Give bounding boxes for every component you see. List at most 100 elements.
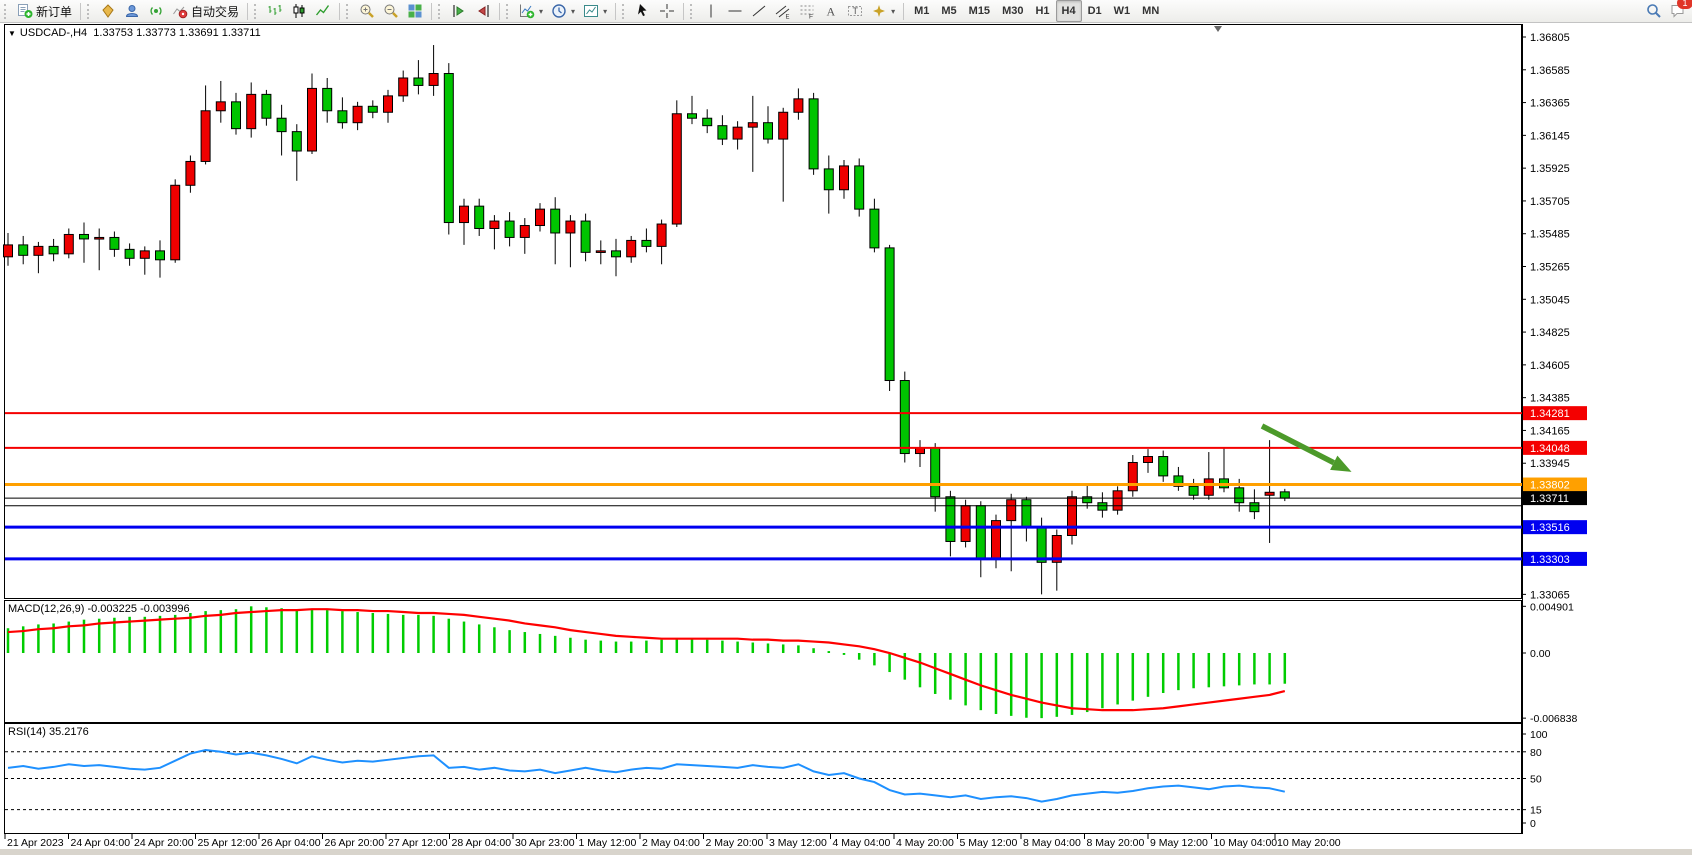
rsi-indicator-label: RSI(14) 35.2176 [8, 726, 89, 738]
candle-body [352, 105, 363, 124]
toolbar-separator [683, 2, 685, 20]
price-level-badge [1523, 477, 1587, 492]
candle-chart-button[interactable] [287, 0, 311, 22]
rsi-line [7, 749, 1286, 803]
autotrading-button[interactable]: 自动交易 [168, 0, 243, 22]
tile-windows-button[interactable] [403, 0, 427, 22]
dropdown-caret-icon[interactable]: ▾ [571, 6, 576, 16]
bar-chart-icon [268, 5, 282, 15]
time-tick-label: 4 May 20:00 [896, 837, 954, 849]
macd-indicator-label: MACD(12,26,9) -0.003225 -0.003996 [8, 603, 190, 615]
time-tick-label: 8 May 04:00 [1023, 837, 1081, 849]
label-button[interactable]: T [843, 0, 867, 22]
periods-icon [552, 4, 566, 18]
candle-body [18, 244, 29, 256]
price-tick-label: 1.36805 [1530, 32, 1570, 44]
rsi-axis-label: 50 [1530, 774, 1542, 786]
price-tick-label: 1.36365 [1530, 98, 1570, 110]
signals-button[interactable] [144, 0, 168, 22]
auto-scroll-button[interactable] [447, 0, 471, 22]
zoom-in-button[interactable] [355, 0, 379, 22]
timeframe-m15-button[interactable]: M15 [968, 5, 991, 17]
search-button[interactable] [1642, 0, 1666, 22]
time-tick-label: 25 Apr 12:00 [198, 837, 258, 849]
notifications-button[interactable]: 1 [1666, 0, 1692, 22]
horizontal-line-button[interactable] [723, 0, 747, 22]
candle-body [276, 117, 287, 133]
candle-body [474, 205, 485, 230]
candle-body [854, 165, 865, 210]
dropdown-caret-icon[interactable]: ▾ [603, 6, 608, 16]
new-order-button[interactable]: 新订单 [13, 0, 76, 22]
fibonacci-button[interactable]: F [795, 0, 819, 22]
timeframe-mn-button[interactable]: MN [1142, 5, 1160, 17]
price-level-badge-text: 1.33802 [1530, 480, 1570, 492]
time-tick-label: 24 Apr 20:00 [134, 837, 194, 849]
shapes-button[interactable]: ▾ [867, 0, 899, 22]
candle-body [808, 98, 819, 170]
svg-text:T: T [853, 6, 859, 16]
periods-button[interactable]: ▾ [547, 0, 579, 22]
cursor-button[interactable] [631, 0, 655, 22]
price-tick-label: 1.34605 [1530, 360, 1570, 372]
profiles-button[interactable] [96, 0, 120, 22]
timeframe-h1-button[interactable]: H1 [1035, 5, 1050, 17]
price-tick-label: 1.35485 [1530, 229, 1570, 241]
notification-badge: 1 [1677, 0, 1692, 9]
bar-chart-button[interactable] [263, 0, 287, 22]
dropdown-caret-icon[interactable]: ▾ [539, 6, 544, 16]
templates-button[interactable]: ▾ [579, 0, 611, 22]
channel-icon: E [775, 5, 790, 19]
line-chart-icon [315, 5, 330, 16]
timeframe-d1-button[interactable]: D1 [1087, 5, 1102, 17]
main-chart-plot[interactable] [4, 24, 1522, 599]
rsi-axis-label: 100 [1530, 729, 1548, 741]
timeframe-m5-button[interactable]: M5 [941, 5, 957, 17]
timeframe-m30-button[interactable]: M30 [1002, 5, 1024, 17]
channel-button[interactable]: E [771, 0, 795, 22]
community-icon [126, 5, 139, 17]
time-tick-label: 10 May 20:00 [1277, 837, 1341, 849]
cursor-icon [638, 4, 647, 17]
toolbar-grip [346, 3, 351, 19]
time-tick-label: 21 Apr 2023 [7, 837, 64, 849]
price-level-badge [1523, 520, 1587, 535]
new-order-button-label: 新订单 [36, 4, 73, 19]
toolbar-grip [690, 3, 695, 19]
time-tick-label: 2 May 20:00 [706, 837, 764, 849]
dropdown-caret-icon[interactable]: ▾ [891, 6, 896, 16]
candle-body [519, 225, 530, 238]
candle-body [3, 244, 13, 258]
indicators-button[interactable]: ▾ [515, 0, 547, 22]
candle-body [322, 87, 333, 112]
text-button[interactable]: A [819, 0, 843, 22]
macd-panel[interactable] [4, 600, 1522, 723]
price-axis[interactable]: 1.36805 1.36585 1.36365 1.36145 1.35925 1.357… [1522, 32, 1570, 601]
trendline-button[interactable] [747, 0, 771, 22]
toolbar-grip [254, 3, 259, 19]
vertical-line-button[interactable] [699, 0, 723, 22]
candle-body [215, 101, 226, 112]
candle-body [717, 125, 728, 140]
chart-ohlc-values: 1.33753 1.33773 1.33691 1.33711 [93, 27, 261, 39]
candle-body [33, 245, 44, 256]
line-chart-button[interactable] [311, 0, 335, 22]
time-tick-label: 2 May 04:00 [642, 837, 700, 849]
price-tick-label: 1.35705 [1530, 196, 1570, 208]
chart-shift-button[interactable] [471, 0, 495, 22]
timeframe-w1-button[interactable]: W1 [1113, 5, 1131, 17]
trend-arrow-annotation[interactable] [1260, 423, 1352, 472]
time-axis[interactable]: 21 Apr 2023 24 Apr 04:00 24 Apr 20:00 25 Ap… [4, 834, 1341, 849]
timeframe-m1-button[interactable]: M1 [914, 5, 930, 17]
zoom-out-button[interactable] [379, 0, 403, 22]
chart-shift-marker-icon[interactable] [1214, 26, 1222, 32]
toolbar-separator [339, 2, 341, 20]
chart-collapse-icon[interactable]: ▼ [8, 29, 16, 38]
timeframe-h4-button[interactable]: H4 [1055, 0, 1082, 22]
rsi-axis-label: 0 [1530, 818, 1536, 830]
candle-body [170, 184, 181, 261]
crosshair-button[interactable] [655, 0, 679, 22]
community-button[interactable] [120, 0, 144, 22]
